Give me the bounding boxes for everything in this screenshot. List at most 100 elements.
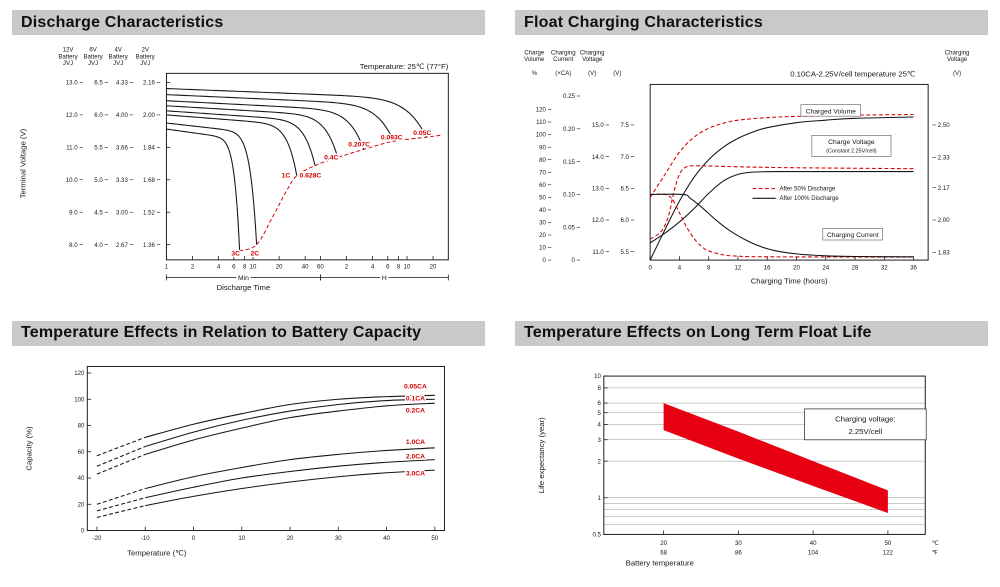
svg-text:70: 70: [539, 169, 546, 176]
svg-text:4: 4: [678, 265, 682, 272]
svg-text:3: 3: [598, 437, 602, 444]
svg-text:68: 68: [660, 550, 667, 557]
svg-text:Charge Voltage: Charge Voltage: [828, 139, 875, 146]
svg-text:8: 8: [707, 265, 711, 272]
svg-text:20: 20: [287, 535, 294, 542]
float-charging-header-bar: Float Charging Characteristics: [515, 10, 988, 35]
svg-text:4V: 4V: [114, 47, 122, 54]
svg-text:6.0: 6.0: [620, 217, 629, 224]
svg-text:Battery: Battery: [58, 53, 78, 60]
svg-text:20: 20: [430, 264, 437, 271]
svg-text:0: 0: [571, 257, 575, 264]
discharge-header-bar: Discharge Characteristics: [12, 10, 485, 35]
svg-text:(V): (V): [953, 70, 961, 77]
svg-text:-10: -10: [141, 535, 150, 542]
svg-text:Temperature: 25℃ (77°F): Temperature: 25℃ (77°F): [360, 62, 449, 71]
svg-text:14.0: 14.0: [592, 154, 604, 161]
svg-text:5.5: 5.5: [620, 249, 629, 256]
svg-text:JVJ: JVJ: [113, 60, 123, 67]
svg-text:Voltage: Voltage: [582, 56, 603, 63]
svg-text:1.83: 1.83: [938, 249, 950, 256]
svg-text:11.0: 11.0: [592, 249, 604, 256]
svg-text:3.00: 3.00: [116, 209, 128, 216]
svg-text:20: 20: [78, 501, 85, 508]
svg-text:0.10CA-2.25V/cell temperature: 0.10CA-2.25V/cell temperature 25℃: [790, 70, 916, 79]
svg-text:℃: ℃: [932, 540, 939, 547]
svg-text:120: 120: [74, 370, 85, 377]
svg-text:0.15: 0.15: [563, 159, 575, 166]
svg-text:2C: 2C: [251, 250, 260, 257]
svg-text:1.68: 1.68: [143, 177, 155, 184]
svg-text:30: 30: [735, 540, 742, 547]
svg-text:(×CA): (×CA): [555, 70, 571, 77]
svg-text:0: 0: [81, 528, 85, 535]
svg-text:50: 50: [431, 535, 438, 542]
svg-text:10: 10: [404, 264, 411, 271]
float-life-title: Temperature Effects on Long Term Float L…: [524, 324, 872, 342]
svg-text:20: 20: [660, 540, 667, 547]
svg-text:2.33: 2.33: [938, 154, 950, 161]
svg-text:100: 100: [536, 132, 547, 139]
svg-text:32: 32: [881, 265, 888, 272]
discharge-chart: 12VBatteryJVJ13.012.011.010.09.08.06VBat…: [19, 47, 449, 292]
svg-text:104: 104: [808, 550, 819, 557]
svg-text:Terminal Voltage (V): Terminal Voltage (V): [19, 128, 28, 198]
svg-text:30: 30: [335, 535, 342, 542]
svg-text:6V: 6V: [89, 47, 97, 54]
svg-text:%: %: [532, 70, 538, 77]
svg-text:6.0: 6.0: [94, 112, 103, 119]
svg-text:40: 40: [539, 207, 546, 214]
svg-text:0.5: 0.5: [592, 531, 601, 538]
svg-text:2.50: 2.50: [938, 122, 950, 129]
svg-text:60: 60: [317, 264, 324, 271]
svg-text:JVJ: JVJ: [140, 60, 150, 67]
float-charging-title: Float Charging Characteristics: [524, 13, 763, 31]
svg-text:Charging: Charging: [945, 49, 970, 56]
svg-text:Current: Current: [553, 56, 574, 63]
svg-text:2: 2: [191, 264, 195, 271]
svg-text:Charging Time (hours): Charging Time (hours): [751, 276, 828, 285]
svg-text:28: 28: [852, 265, 859, 272]
svg-text:(Constant 2.25V/cell): (Constant 2.25V/cell): [826, 149, 877, 155]
svg-text:Voltage: Voltage: [947, 56, 968, 63]
svg-text:100: 100: [74, 396, 85, 403]
panel-discharge-characteristics: Discharge Characteristics 12V Battery JVJ 1…: [12, 10, 485, 293]
panel-temperature-capacity: Temperature Effects in Relation to Batte…: [12, 320, 485, 568]
svg-text:Charged Volume: Charged Volume: [806, 108, 857, 115]
svg-text:1.36: 1.36: [143, 242, 155, 249]
svg-text:40: 40: [810, 540, 817, 547]
svg-text:Battery: Battery: [136, 53, 156, 60]
svg-text:2.16: 2.16: [143, 80, 155, 87]
svg-text:0: 0: [543, 257, 547, 264]
svg-text:JVJ: JVJ: [88, 60, 98, 67]
svg-text:10: 10: [250, 264, 257, 271]
svg-text:0: 0: [192, 535, 196, 542]
svg-text:5: 5: [598, 410, 602, 417]
svg-text:Charging: Charging: [580, 49, 605, 56]
svg-text:40: 40: [302, 264, 309, 271]
svg-text:12.0: 12.0: [66, 112, 78, 119]
svg-text:30: 30: [539, 220, 546, 227]
svg-text:0: 0: [648, 265, 652, 272]
svg-text:0.1CA: 0.1CA: [406, 395, 425, 402]
svg-text:13.0: 13.0: [592, 185, 604, 192]
svg-text:0.2CA: 0.2CA: [406, 407, 425, 414]
svg-text:Battery: Battery: [83, 53, 103, 60]
svg-text:8: 8: [598, 385, 602, 392]
svg-text:0.4C: 0.4C: [324, 155, 338, 162]
svg-text:2.67: 2.67: [116, 242, 128, 249]
svg-text:8: 8: [397, 264, 401, 271]
svg-text:2: 2: [598, 458, 602, 465]
svg-text:110: 110: [536, 119, 546, 126]
temperature-capacity-header-bar: Temperature Effects in Relation to Batte…: [12, 320, 485, 346]
svg-text:10: 10: [594, 373, 601, 380]
discharge-title: Discharge Characteristics: [21, 13, 224, 31]
svg-text:Discharge Time: Discharge Time: [217, 283, 271, 292]
svg-text:4: 4: [217, 264, 221, 271]
svg-text:2.00: 2.00: [143, 112, 155, 119]
svg-text:12.0: 12.0: [592, 217, 604, 224]
svg-text:4: 4: [598, 422, 602, 429]
svg-text:4.0: 4.0: [94, 242, 103, 249]
svg-text:4.5: 4.5: [94, 209, 103, 216]
